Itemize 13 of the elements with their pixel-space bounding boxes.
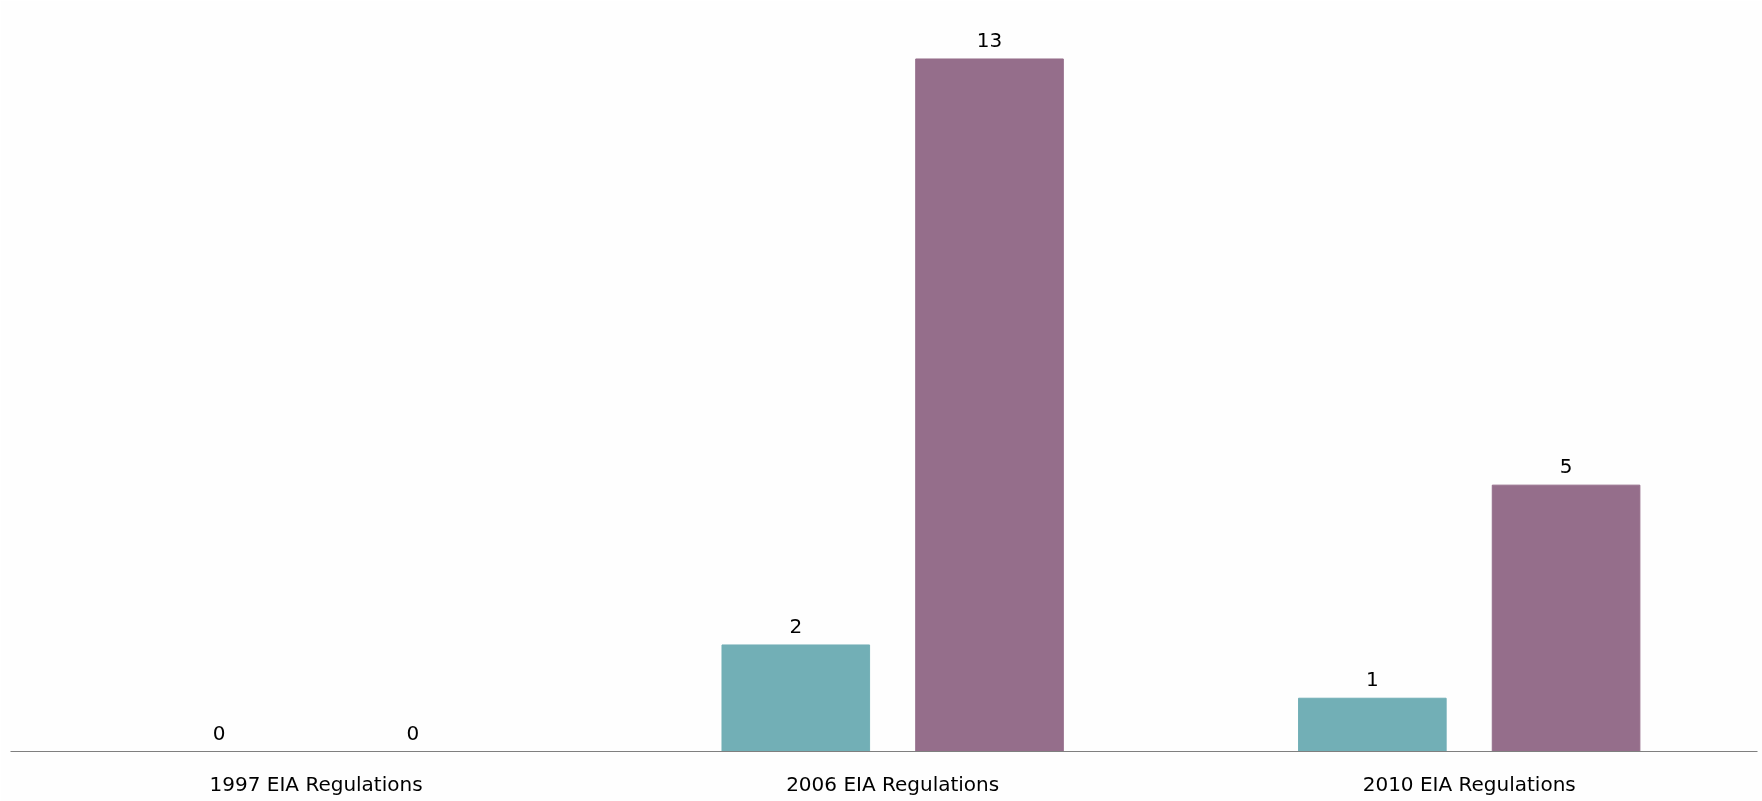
bar (721, 644, 871, 752)
bar (915, 58, 1064, 752)
data-label: 0 (406, 720, 420, 745)
bar (1491, 484, 1641, 752)
bar (1298, 697, 1447, 752)
x-tick-label: 2006 EIA Regulations (786, 771, 1000, 796)
data-label: 2 (789, 613, 803, 638)
data-label: 0 (212, 720, 226, 745)
data-label: 13 (976, 27, 1003, 52)
x-tick-label: 1997 EIA Regulations (209, 771, 423, 796)
data-label: 1 (1365, 667, 1379, 692)
x-tick-label: 2010 EIA Regulations (1362, 771, 1576, 796)
data-label: 5 (1559, 454, 1573, 479)
